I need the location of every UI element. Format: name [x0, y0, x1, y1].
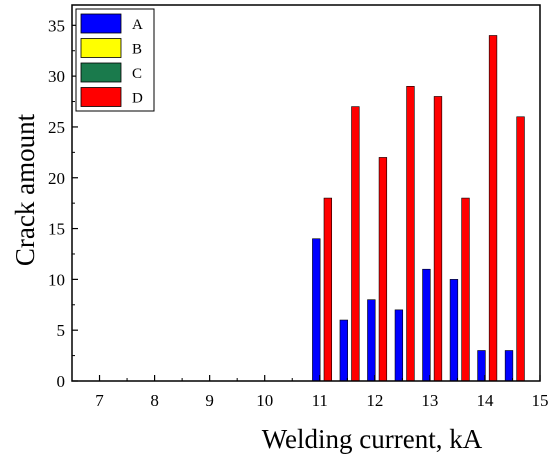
bar-a-1 [339, 319, 348, 382]
bar-d-2 [378, 157, 388, 382]
x-tick-label-4: 11 [312, 391, 328, 410]
bar-d-7 [516, 116, 525, 382]
legend-label-d: D [132, 91, 143, 107]
y-tick-label-4: 20 [48, 169, 65, 188]
bar-d-4 [433, 96, 443, 382]
bar-a-5 [449, 279, 459, 382]
bar-d-6 [488, 35, 498, 382]
legend-label-a: A [132, 17, 143, 33]
y-tick-label-3: 15 [48, 220, 65, 239]
x-axis-title: Welding current, kA [262, 424, 483, 454]
x-tick-label-8: 15 [532, 391, 549, 410]
bar-d-3 [406, 86, 415, 382]
x-tick-label-0: 7 [95, 391, 104, 410]
bar-a-4 [422, 268, 431, 382]
legend-label-b: B [132, 42, 142, 58]
x-tick-label-5: 12 [366, 391, 383, 410]
bar-a-3 [394, 309, 404, 382]
x-tick-label-6: 13 [421, 391, 438, 410]
y-tick-label-6: 30 [48, 67, 65, 86]
y-tick-label-1: 5 [57, 321, 66, 340]
legend-swatch-b [80, 38, 122, 58]
y-tick-label-7: 35 [48, 16, 65, 35]
x-tick-label-3: 10 [256, 391, 273, 410]
legend-swatch-a [80, 13, 122, 34]
bars-layer [312, 35, 525, 382]
bar-a-6 [477, 350, 486, 382]
legend-swatch-c [80, 62, 122, 83]
legend-label-c: C [132, 66, 142, 82]
x-tick-label-1: 8 [150, 391, 159, 410]
bar-a-2 [367, 299, 376, 382]
x-tick-label-2: 9 [205, 391, 214, 410]
y-tick-label-0: 0 [57, 372, 66, 391]
ticks-layer: 7 8 9 10 11 12 13 14 15 0 5 10 15 20 25 30 35 [48, 16, 549, 410]
y-axis-title: Crack amount [10, 113, 40, 266]
bar-a-0 [312, 238, 321, 382]
legend-swatch-d [80, 87, 122, 107]
y-tick-label-2: 10 [48, 270, 65, 289]
bar-d-1 [351, 106, 360, 382]
bar-d-0 [323, 197, 333, 382]
bar-d-5 [461, 197, 470, 382]
bar-a-7 [504, 350, 514, 382]
y-tick-label-5: 25 [48, 118, 65, 137]
x-tick-label-7: 14 [476, 391, 494, 410]
plot-frame [71, 4, 541, 382]
